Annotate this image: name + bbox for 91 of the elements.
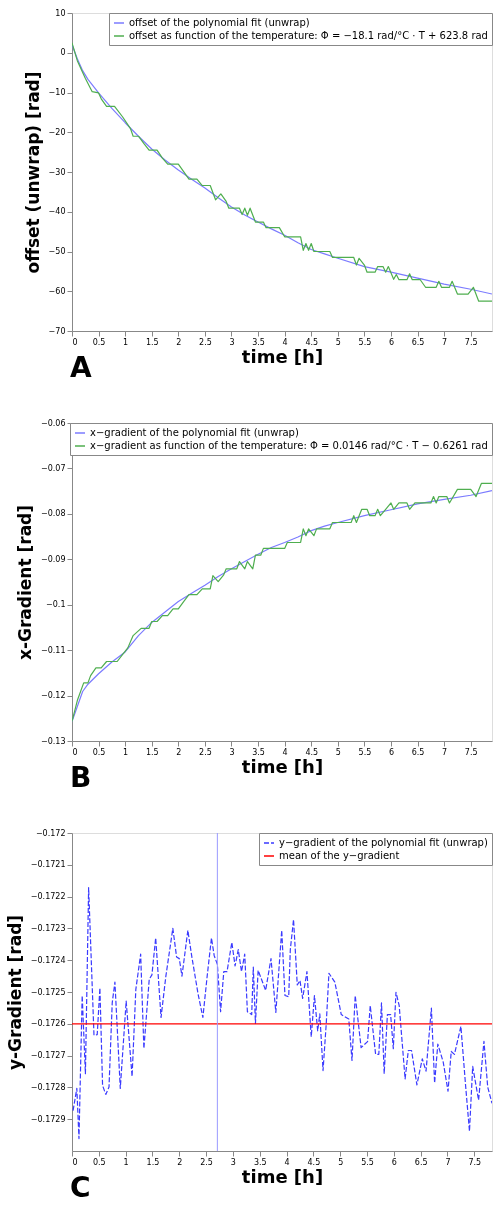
x-tick-label: 0 bbox=[72, 337, 78, 347]
x-tick-label: 1 bbox=[123, 1157, 129, 1167]
y-axis-title: offset (unwrap) [rad] bbox=[22, 71, 43, 274]
x-tick-label: 4.5 bbox=[307, 1157, 321, 1167]
y-tick-label: −0.11 bbox=[40, 645, 66, 655]
x-tick-label: 6.5 bbox=[411, 337, 425, 347]
x-tick-label: 2.5 bbox=[199, 747, 212, 757]
line-series bbox=[72, 887, 492, 1140]
y-tick-label: −0.13 bbox=[40, 736, 66, 746]
x-tick-label: 0.5 bbox=[92, 337, 106, 347]
y-tick-label: −0.06 bbox=[40, 418, 66, 428]
y-tick-label: −0.09 bbox=[40, 554, 66, 564]
y-tick-label: −20 bbox=[48, 127, 66, 137]
y-tick-label: −0.1729 bbox=[30, 1114, 66, 1124]
x-tick-label: 7 bbox=[442, 747, 448, 757]
x-tick-label: 7.5 bbox=[468, 1157, 482, 1167]
x-tick-label: 7 bbox=[445, 1157, 451, 1167]
x-axis-title: time [h] bbox=[241, 755, 324, 777]
x-tick-label: 6 bbox=[388, 747, 395, 757]
y-tick-label: −70 bbox=[48, 326, 66, 336]
x-tick-label: 3 bbox=[229, 747, 235, 757]
y-tick-label: −0.1728 bbox=[30, 1082, 66, 1092]
x-tick-label: 2.5 bbox=[199, 337, 212, 347]
y-tick-label: −0.07 bbox=[40, 463, 66, 473]
x-tick-label: 0 bbox=[72, 1157, 78, 1167]
y-tick-label: 10 bbox=[55, 8, 66, 18]
y-tick-label: −0.08 bbox=[40, 509, 66, 519]
y-tick-label: −0.1 bbox=[46, 600, 66, 610]
legend-label: offset of the polynomial fit (unwrap) bbox=[129, 17, 310, 28]
x-tick-label: 7.5 bbox=[464, 337, 478, 347]
x-tick-label: 0.5 bbox=[92, 747, 106, 757]
y-axis-title: y-Gradient [rad] bbox=[4, 914, 25, 1071]
y-tick-label: −0.1721 bbox=[30, 860, 66, 870]
x-tick-label: 5 bbox=[335, 337, 341, 347]
x-tick-label: 0.5 bbox=[92, 1157, 106, 1167]
x-tick-label: 4 bbox=[284, 1157, 290, 1167]
legend-label: mean of the y−gradient bbox=[279, 850, 400, 861]
x-tick-label: 7 bbox=[442, 337, 448, 347]
text: B bbox=[70, 761, 92, 794]
text: A bbox=[70, 351, 92, 384]
x-tick-label: 5.5 bbox=[358, 747, 372, 757]
x-tick-label: 5.5 bbox=[361, 1157, 374, 1167]
x-tick-label: 3.5 bbox=[253, 1157, 267, 1167]
x-tick-label: 6 bbox=[391, 1157, 397, 1167]
y-tick-label: −60 bbox=[48, 286, 66, 296]
legend-label: x−gradient as function of the temperature: Φ = 0.0146 rad/°C · T − 0.6261 rad bbox=[90, 440, 488, 451]
text: C bbox=[70, 1171, 91, 1204]
legend-label: y−gradient of the polynomial fit (unwrap) bbox=[279, 837, 488, 848]
x-tick-label: 1.5 bbox=[146, 1157, 160, 1167]
x-tick-label: 4 bbox=[282, 337, 288, 347]
x-tick-label: 6.5 bbox=[414, 1157, 428, 1167]
legend-label: offset as function of the temperature: Φ = −18.1 rad/°C · T + 623.8 rad bbox=[129, 30, 488, 41]
x-tick-label: 4 bbox=[282, 747, 288, 757]
y-tick-label: −0.1722 bbox=[30, 892, 66, 902]
x-tick-label: 6.5 bbox=[411, 747, 425, 757]
y-tick-label: −0.1724 bbox=[30, 955, 66, 965]
y-tick-label: −0.1723 bbox=[30, 923, 66, 933]
x-tick-label: 7.5 bbox=[464, 747, 478, 757]
x-tick-label: 2.5 bbox=[200, 1157, 213, 1167]
x-tick-label: 2 bbox=[177, 1157, 183, 1167]
x-tick-label: 3 bbox=[230, 1157, 236, 1167]
x-tick-label: 4.5 bbox=[305, 337, 319, 347]
x-tick-label: 1.5 bbox=[145, 747, 159, 757]
x-tick-label: 5 bbox=[338, 1157, 344, 1167]
y-tick-label: −0.12 bbox=[40, 691, 66, 701]
y-tick-label: 0 bbox=[60, 48, 66, 58]
x-tick-label: 3.5 bbox=[252, 747, 265, 757]
y-tick-label: −0.172 bbox=[35, 828, 66, 838]
x-tick-label: 4.5 bbox=[305, 747, 319, 757]
x-tick-label: 0 bbox=[72, 747, 78, 757]
y-tick-label: −30 bbox=[48, 167, 66, 177]
y-tick-label: −10 bbox=[48, 88, 66, 97]
x-tick-label: 1 bbox=[123, 747, 129, 757]
y-tick-label: −0.1727 bbox=[30, 1051, 66, 1061]
x-tick-label: 5 bbox=[335, 747, 341, 757]
x-axis-title: time [h] bbox=[241, 345, 324, 367]
x-tick-label: 3 bbox=[229, 337, 235, 347]
x-tick-label: 5.5 bbox=[358, 337, 372, 347]
x-tick-label: 1.5 bbox=[145, 337, 159, 347]
y-tick-label: −0.1726 bbox=[30, 1019, 66, 1029]
legend-label: x−gradient of the polynomial fit (unwrap) bbox=[90, 427, 299, 438]
y-axis-title: x-Gradient [rad] bbox=[14, 504, 35, 661]
x-tick-label: 1 bbox=[123, 337, 129, 347]
x-tick-label: 2 bbox=[176, 747, 182, 757]
y-tick-label: −0.1725 bbox=[30, 987, 66, 997]
y-tick-label: −40 bbox=[48, 207, 66, 217]
x-tick-label: 3.5 bbox=[252, 337, 265, 347]
x-tick-label: 2 bbox=[176, 337, 182, 347]
y-tick-label: −50 bbox=[48, 247, 66, 256]
x-tick-label: 6 bbox=[388, 337, 395, 347]
x-axis-title: time [h] bbox=[241, 1165, 324, 1187]
